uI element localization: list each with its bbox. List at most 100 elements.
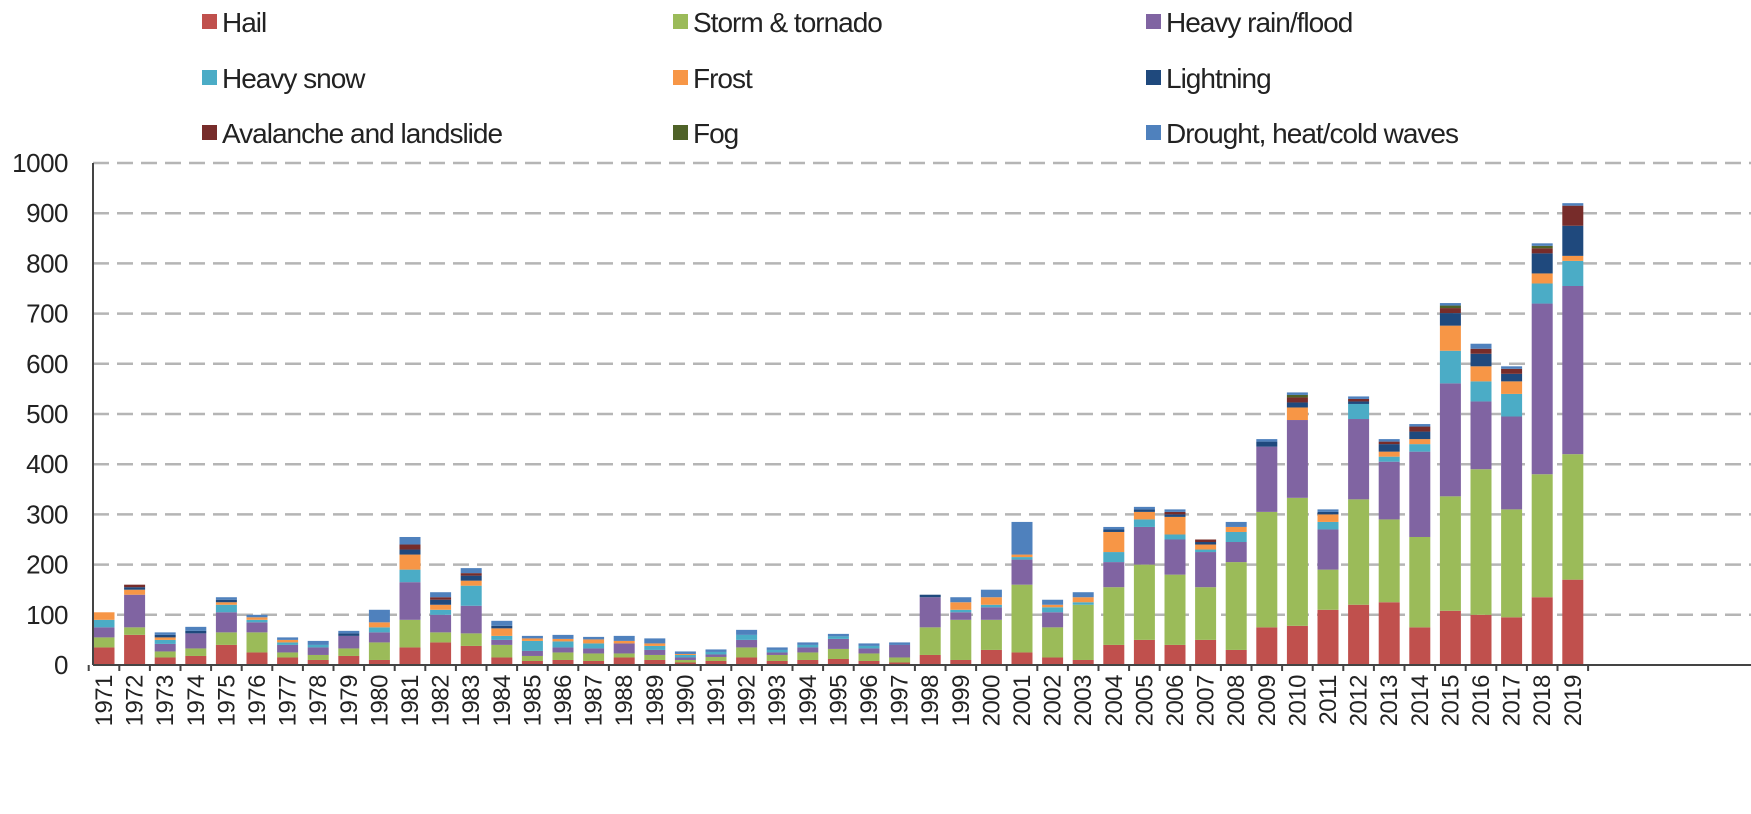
x-tick-label: 1975: [213, 675, 240, 727]
bar-segment: [1133, 564, 1155, 640]
x-tick-label: 2005: [1131, 675, 1158, 727]
bar-segment: [1103, 552, 1125, 563]
bar-segment: [491, 628, 513, 636]
x-tick-label: 1979: [336, 675, 363, 727]
bar-segment: [1225, 562, 1247, 650]
bar-segment: [521, 660, 543, 665]
bar-segment: [124, 589, 146, 595]
bar-segment: [1562, 255, 1584, 261]
bar-segment: [766, 647, 788, 650]
legend-label: Fog: [693, 118, 738, 149]
bar-segment: [277, 639, 299, 643]
bar-segment: [491, 625, 513, 629]
bar-segment: [674, 651, 696, 654]
bar-segment: [1562, 579, 1584, 665]
bar-segment: [1011, 584, 1033, 653]
bar-segment: [583, 636, 605, 640]
bar-segment: [552, 652, 574, 660]
bar-segment: [1348, 398, 1370, 402]
bar-segment: [1501, 509, 1523, 618]
x-tick-label: 1976: [244, 675, 271, 727]
x-tick-label: 2004: [1101, 675, 1128, 727]
bar-segment: [552, 634, 574, 639]
bar-segment: [1256, 446, 1278, 512]
bar-segment: [368, 642, 390, 660]
x-tick-label: 2014: [1407, 675, 1434, 727]
bar-segment: [430, 597, 452, 600]
bar-segment: [1562, 225, 1584, 256]
bar-segment: [889, 644, 911, 658]
x-tick-label: 1990: [672, 675, 699, 727]
bar-segment: [1317, 509, 1339, 512]
bar-segment: [185, 648, 207, 656]
x-tick-label: 2013: [1376, 675, 1403, 727]
bar-segment: [583, 648, 605, 654]
bar-segment: [154, 651, 176, 658]
bar-segment: [705, 649, 727, 652]
bar-segment: [1256, 441, 1278, 447]
x-tick-label: 1973: [152, 675, 179, 727]
bar-segment: [1378, 444, 1400, 452]
x-tick-label: 1972: [122, 675, 149, 727]
bar-segment: [1164, 514, 1186, 517]
bar-segment: [1133, 511, 1155, 520]
bar-segment: [399, 544, 421, 550]
gridlines: [93, 161, 1751, 617]
x-tick-label: 1974: [183, 675, 210, 727]
bar-segment: [185, 626, 207, 631]
bar-segment: [980, 619, 1002, 650]
x-tick-label: 1993: [764, 675, 791, 727]
x-tick-label: 1991: [703, 675, 730, 727]
bar-segment: [277, 642, 299, 645]
bar-segment: [1562, 203, 1584, 206]
bar-segment: [1164, 644, 1186, 665]
x-tick-label: 1978: [305, 675, 332, 727]
bar-segment: [950, 619, 972, 660]
bar-segment: [246, 617, 268, 620]
bar-segment: [950, 612, 972, 620]
bar-segment: [1439, 350, 1461, 384]
bar-segment: [1348, 396, 1370, 399]
bar-segment: [613, 635, 635, 641]
bar-segment: [277, 644, 299, 653]
bar-segment: [1072, 604, 1094, 660]
bar-segment: [399, 619, 421, 648]
x-tick-label: 1977: [275, 675, 302, 727]
legend-label: Storm & tornado: [693, 7, 882, 38]
bar-segment: [827, 658, 849, 665]
bar-segment: [399, 554, 421, 570]
x-tick-label: 2008: [1223, 675, 1250, 727]
bar-segment: [1531, 243, 1553, 246]
bar-segment: [307, 654, 329, 660]
bar-segment: [1286, 407, 1308, 421]
bar-segment: [1195, 639, 1217, 665]
legend-swatch: [202, 14, 217, 29]
bar-segment: [1256, 439, 1278, 442]
bar-segment: [674, 654, 696, 658]
x-tick-label: 1986: [550, 675, 577, 727]
bar-segment: [1164, 509, 1186, 512]
bar-segment: [307, 640, 329, 645]
x-tick-label: 2015: [1437, 675, 1464, 727]
bar-segment: [552, 641, 574, 648]
bar-segment: [1562, 260, 1584, 286]
bar-segment: [1286, 402, 1308, 408]
x-axis-ticks: 1971 1972 1973 1974 1975 1976 1977 1978 1979 1980…: [91, 675, 1587, 727]
bar-segment: [858, 660, 880, 665]
bar-segment: [215, 612, 237, 633]
bar-segment: [491, 620, 513, 626]
bar-segment: [1501, 393, 1523, 417]
y-tick-label: 100: [26, 600, 68, 630]
legend-swatch: [673, 14, 688, 29]
bar-segment: [1562, 285, 1584, 455]
bar-segment: [1470, 614, 1492, 665]
chart-legend: Hail Storm & tornado Heavy rain/flood Heavy…: [202, 7, 1459, 149]
legend-label: Avalanche and landslide: [222, 118, 502, 149]
bar-segment: [246, 614, 268, 618]
bar-segment: [1439, 496, 1461, 611]
bar-segment: [766, 660, 788, 665]
bar-segment: [491, 644, 513, 658]
bar-segment: [1470, 381, 1492, 402]
bar-segment: [1072, 602, 1094, 605]
bar-segment: [644, 643, 666, 646]
